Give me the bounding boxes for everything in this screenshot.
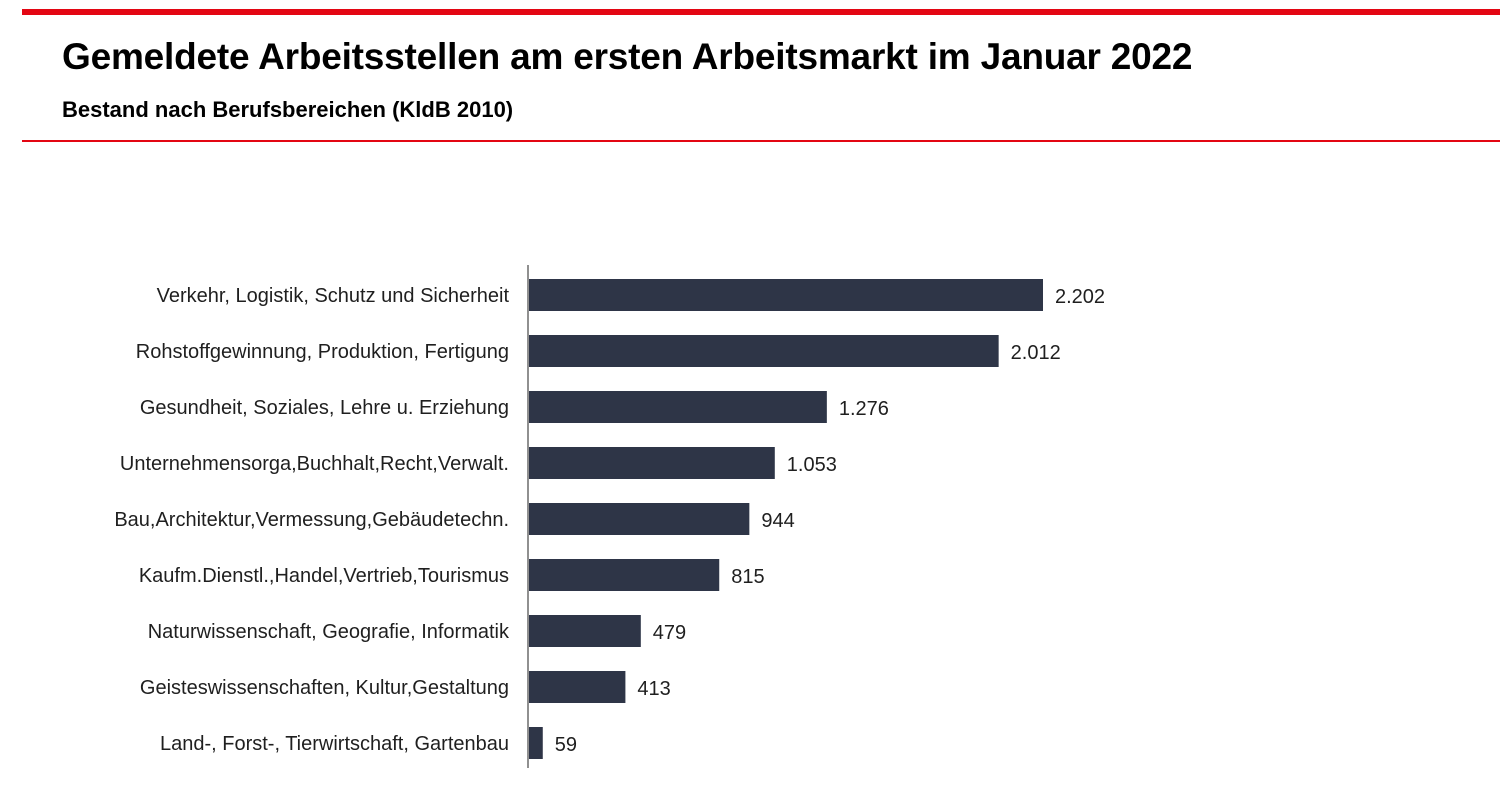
bar	[529, 503, 750, 535]
category-label: Unternehmensorga,Buchhalt,Recht,Verwalt.	[120, 453, 509, 475]
category-label: Bau,Architektur,Vermessung,Gebäudetechn.	[114, 509, 509, 531]
value-label: 1.276	[839, 398, 889, 420]
bar	[529, 279, 1043, 311]
category-label: Rohstoffgewinnung, Produktion, Fertigung	[136, 341, 509, 363]
page-subtitle: Bestand nach Berufsbereichen (KldB 2010)	[62, 97, 514, 122]
value-label: 1.053	[787, 454, 837, 476]
bar	[529, 671, 626, 703]
value-label: 2.202	[1055, 286, 1105, 308]
value-label: 479	[653, 622, 686, 644]
bar	[529, 559, 720, 591]
value-label: 815	[731, 566, 764, 588]
bar	[529, 615, 641, 647]
header-divider	[22, 140, 1500, 142]
category-label: Gesundheit, Soziales, Lehre u. Erziehung	[140, 397, 509, 419]
value-label: 413	[637, 678, 670, 700]
top-accent-rule	[22, 9, 1500, 15]
value-label: 59	[555, 734, 577, 756]
bar	[529, 447, 775, 479]
category-label: Land-, Forst-, Tierwirtschaft, Gartenbau	[160, 733, 509, 755]
page-title: Gemeldete Arbeitsstellen am ersten Arbei…	[62, 36, 1193, 77]
category-label: Verkehr, Logistik, Schutz und Sicherheit	[157, 285, 510, 307]
category-label: Naturwissenschaft, Geografie, Informatik	[148, 621, 510, 643]
bar	[529, 335, 999, 367]
category-label: Geisteswissenschaften, Kultur,Gestaltung	[140, 677, 509, 699]
bar	[529, 391, 827, 423]
value-label: 944	[761, 510, 794, 532]
value-label: 2.012	[1011, 342, 1061, 364]
bar	[529, 727, 543, 759]
category-label: Kaufm.Dienstl.,Handel,Vertrieb,Tourismus	[139, 565, 509, 587]
